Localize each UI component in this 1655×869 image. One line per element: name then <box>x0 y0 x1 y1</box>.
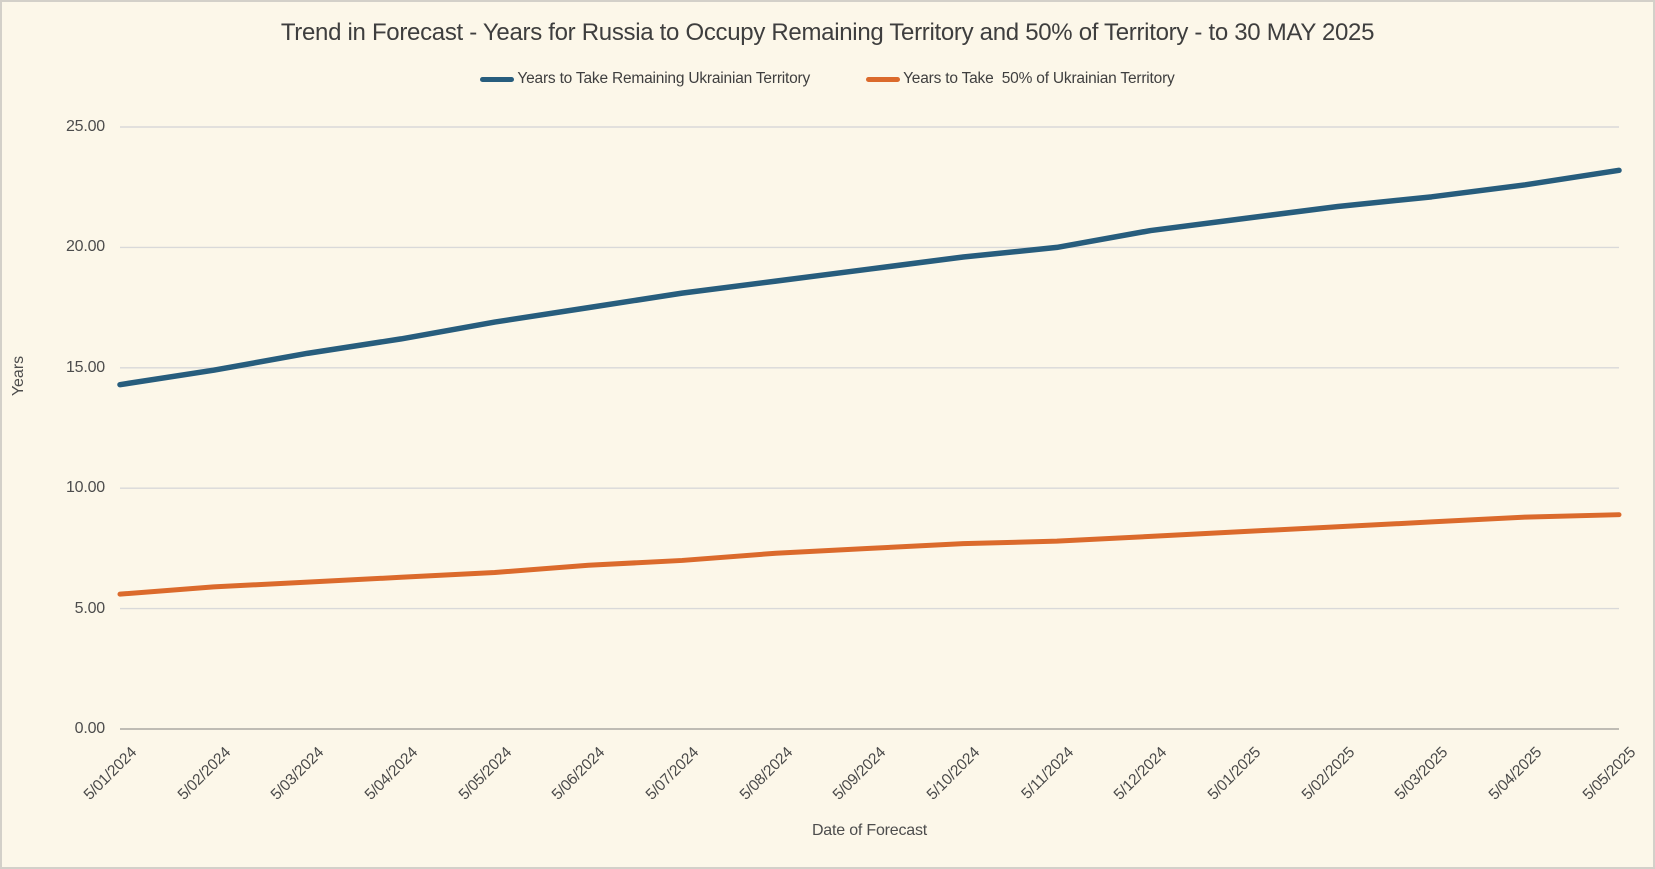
legend: Years to Take Remaining Ukrainian Territ… <box>2 70 1653 88</box>
legend-item-remaining-territory[interactable]: Years to Take Remaining Ukrainian Territ… <box>480 70 810 88</box>
y-axis-tick-labels: 0.00 5.00 10.00 15.00 20.00 25.00 <box>2 2 106 867</box>
legend-swatch-remaining-territory <box>480 76 515 82</box>
chart-title: Trend in Forecast - Years for Russia to … <box>280 19 1375 46</box>
y-tick-label: 5.00 <box>74 599 106 617</box>
x-axis-title: Date of Forecast <box>811 822 928 839</box>
legend-label-fifty-percent: Years to Take 50% of Ukrainian Territory <box>903 70 1175 87</box>
remaining-territory-line[interactable] <box>117 167 1622 388</box>
y-tick-label: 20.00 <box>65 238 105 256</box>
y-tick-label: 10.00 <box>65 479 105 497</box>
y-tick-label: 15.00 <box>65 358 105 376</box>
y-tick-label: 25.00 <box>65 118 105 135</box>
y-axis-title: Years <box>10 355 27 397</box>
legend-label-remaining-territory: Years to Take Remaining Ukrainian Territ… <box>517 70 811 87</box>
legend-item-fifty-percent[interactable]: Years to Take 50% of Ukrainian Territory <box>866 70 1175 88</box>
legend-swatch-fifty-percent <box>866 76 901 82</box>
y-tick-label: 0.00 <box>74 720 106 737</box>
fifty-percent-line[interactable] <box>117 512 1622 597</box>
